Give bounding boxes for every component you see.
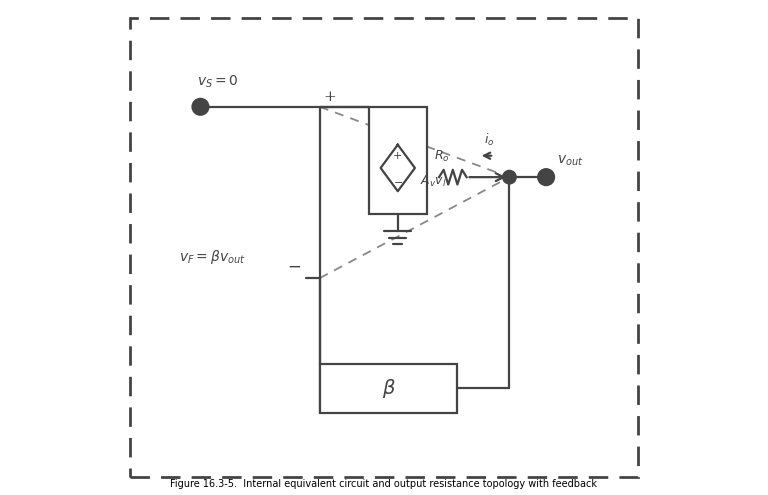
Text: $v_S = 0$: $v_S = 0$ <box>197 73 239 90</box>
Text: +: + <box>393 151 402 161</box>
Text: $R_o$: $R_o$ <box>434 148 450 164</box>
Text: $-$: $-$ <box>287 258 301 275</box>
Text: Figure 16.3-5.  Internal equivalent circuit and output resistance topology with : Figure 16.3-5. Internal equivalent circu… <box>170 479 598 489</box>
Circle shape <box>503 170 516 184</box>
Text: $v_{out}$: $v_{out}$ <box>557 153 584 168</box>
Text: $A_v v_l$: $A_v v_l$ <box>420 174 446 189</box>
Circle shape <box>193 99 208 115</box>
Text: $-$: $-$ <box>392 176 403 187</box>
Text: $v_F = \beta v_{out}$: $v_F = \beta v_{out}$ <box>179 248 246 266</box>
Text: $\beta$: $\beta$ <box>382 377 396 400</box>
Circle shape <box>538 169 554 185</box>
Text: +: + <box>323 90 336 104</box>
Polygon shape <box>381 145 415 191</box>
Text: $i_o$: $i_o$ <box>485 132 495 148</box>
Bar <box>319 364 458 413</box>
Bar <box>369 107 427 214</box>
